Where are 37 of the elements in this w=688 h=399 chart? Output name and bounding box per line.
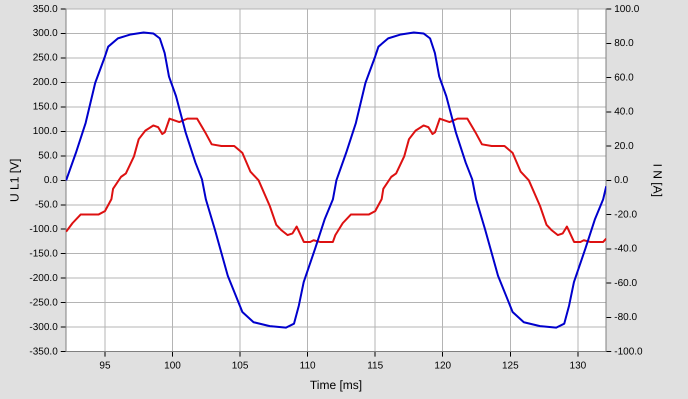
y2-tick-label: -20.0 — [614, 209, 638, 220]
y2-tick-label: 40.0 — [614, 106, 634, 118]
y-tick-label: 100.0 — [32, 126, 58, 138]
y-tick-label: 150.0 — [32, 102, 58, 113]
y-tick-label: -250.0 — [29, 297, 58, 308]
y2-tick-label: -80.0 — [614, 312, 638, 324]
y2-tick-label: 60.0 — [614, 72, 634, 84]
y-tick-label: 350.0 — [32, 4, 58, 15]
y-tick-label: -150.0 — [29, 248, 58, 260]
y-tick-label: -100.0 — [29, 224, 58, 235]
x-tick-label: 105 — [232, 360, 249, 372]
y-tick-label: 0.0 — [44, 175, 58, 186]
y2-tick-label: -40.0 — [614, 244, 638, 255]
y-tick-label: -200.0 — [29, 272, 58, 284]
y2-tick-label: -100.0 — [614, 346, 644, 358]
y2-tick-label: 0.0 — [614, 175, 629, 186]
y-tick-label: 250.0 — [32, 52, 58, 64]
y2-tick-label: 100.0 — [614, 4, 640, 15]
y-axis-title: U L1 [V] — [8, 158, 22, 202]
x-tick-label: 130 — [570, 360, 587, 372]
x-tick-label: 125 — [502, 360, 520, 372]
y-tick-label: -300.0 — [29, 322, 58, 333]
x-tick-label: 110 — [300, 360, 316, 372]
y-tick-label: 200.0 — [32, 77, 58, 88]
y2-tick-label: 80.0 — [614, 38, 634, 50]
x-tick-label: 115 — [367, 360, 384, 372]
y-tick-label: 50.0 — [38, 150, 58, 162]
y-tick-label: -50.0 — [34, 200, 58, 211]
y2-tick-label: -60.0 — [614, 278, 638, 289]
y2-tick-label: 20.0 — [614, 140, 634, 152]
y2-axis-title: I N [A] — [650, 164, 664, 197]
x-axis-title: Time [ms] — [310, 378, 362, 392]
y-tick-label: -350.0 — [29, 346, 58, 358]
y-tick-label: 300.0 — [32, 28, 58, 40]
x-tick-label: 95 — [99, 360, 111, 372]
x-tick-label: 120 — [434, 360, 452, 372]
x-tick-label: 100 — [164, 360, 182, 372]
